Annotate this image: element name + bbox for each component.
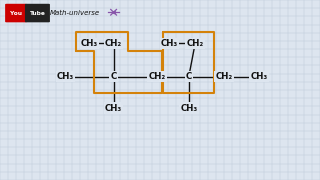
Text: Math-universe: Math-universe [50, 10, 100, 16]
Text: CH₂: CH₂ [105, 39, 122, 48]
Text: CH₃: CH₃ [57, 72, 74, 81]
Text: CH₃: CH₃ [81, 39, 98, 48]
Text: CH₂: CH₂ [187, 39, 204, 48]
Text: You: You [10, 11, 22, 15]
Text: Tube: Tube [29, 11, 45, 15]
Text: C: C [186, 72, 192, 81]
Text: CH₃: CH₃ [161, 39, 178, 48]
Text: CH₃: CH₃ [180, 103, 197, 112]
Text: C: C [110, 72, 117, 81]
Text: CH₂: CH₂ [148, 72, 165, 81]
FancyBboxPatch shape [5, 4, 27, 22]
Text: CH₂: CH₂ [215, 72, 233, 81]
Text: CH₃: CH₃ [251, 72, 268, 81]
Text: CH₃: CH₃ [105, 103, 122, 112]
FancyBboxPatch shape [25, 4, 50, 22]
